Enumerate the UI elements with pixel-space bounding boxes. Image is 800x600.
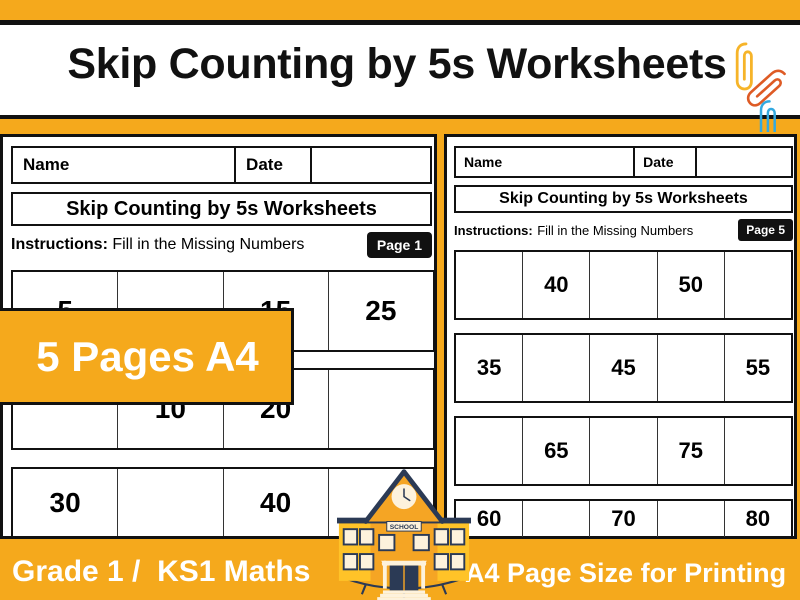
- svg-text:SCHOOL: SCHOOL: [390, 524, 419, 531]
